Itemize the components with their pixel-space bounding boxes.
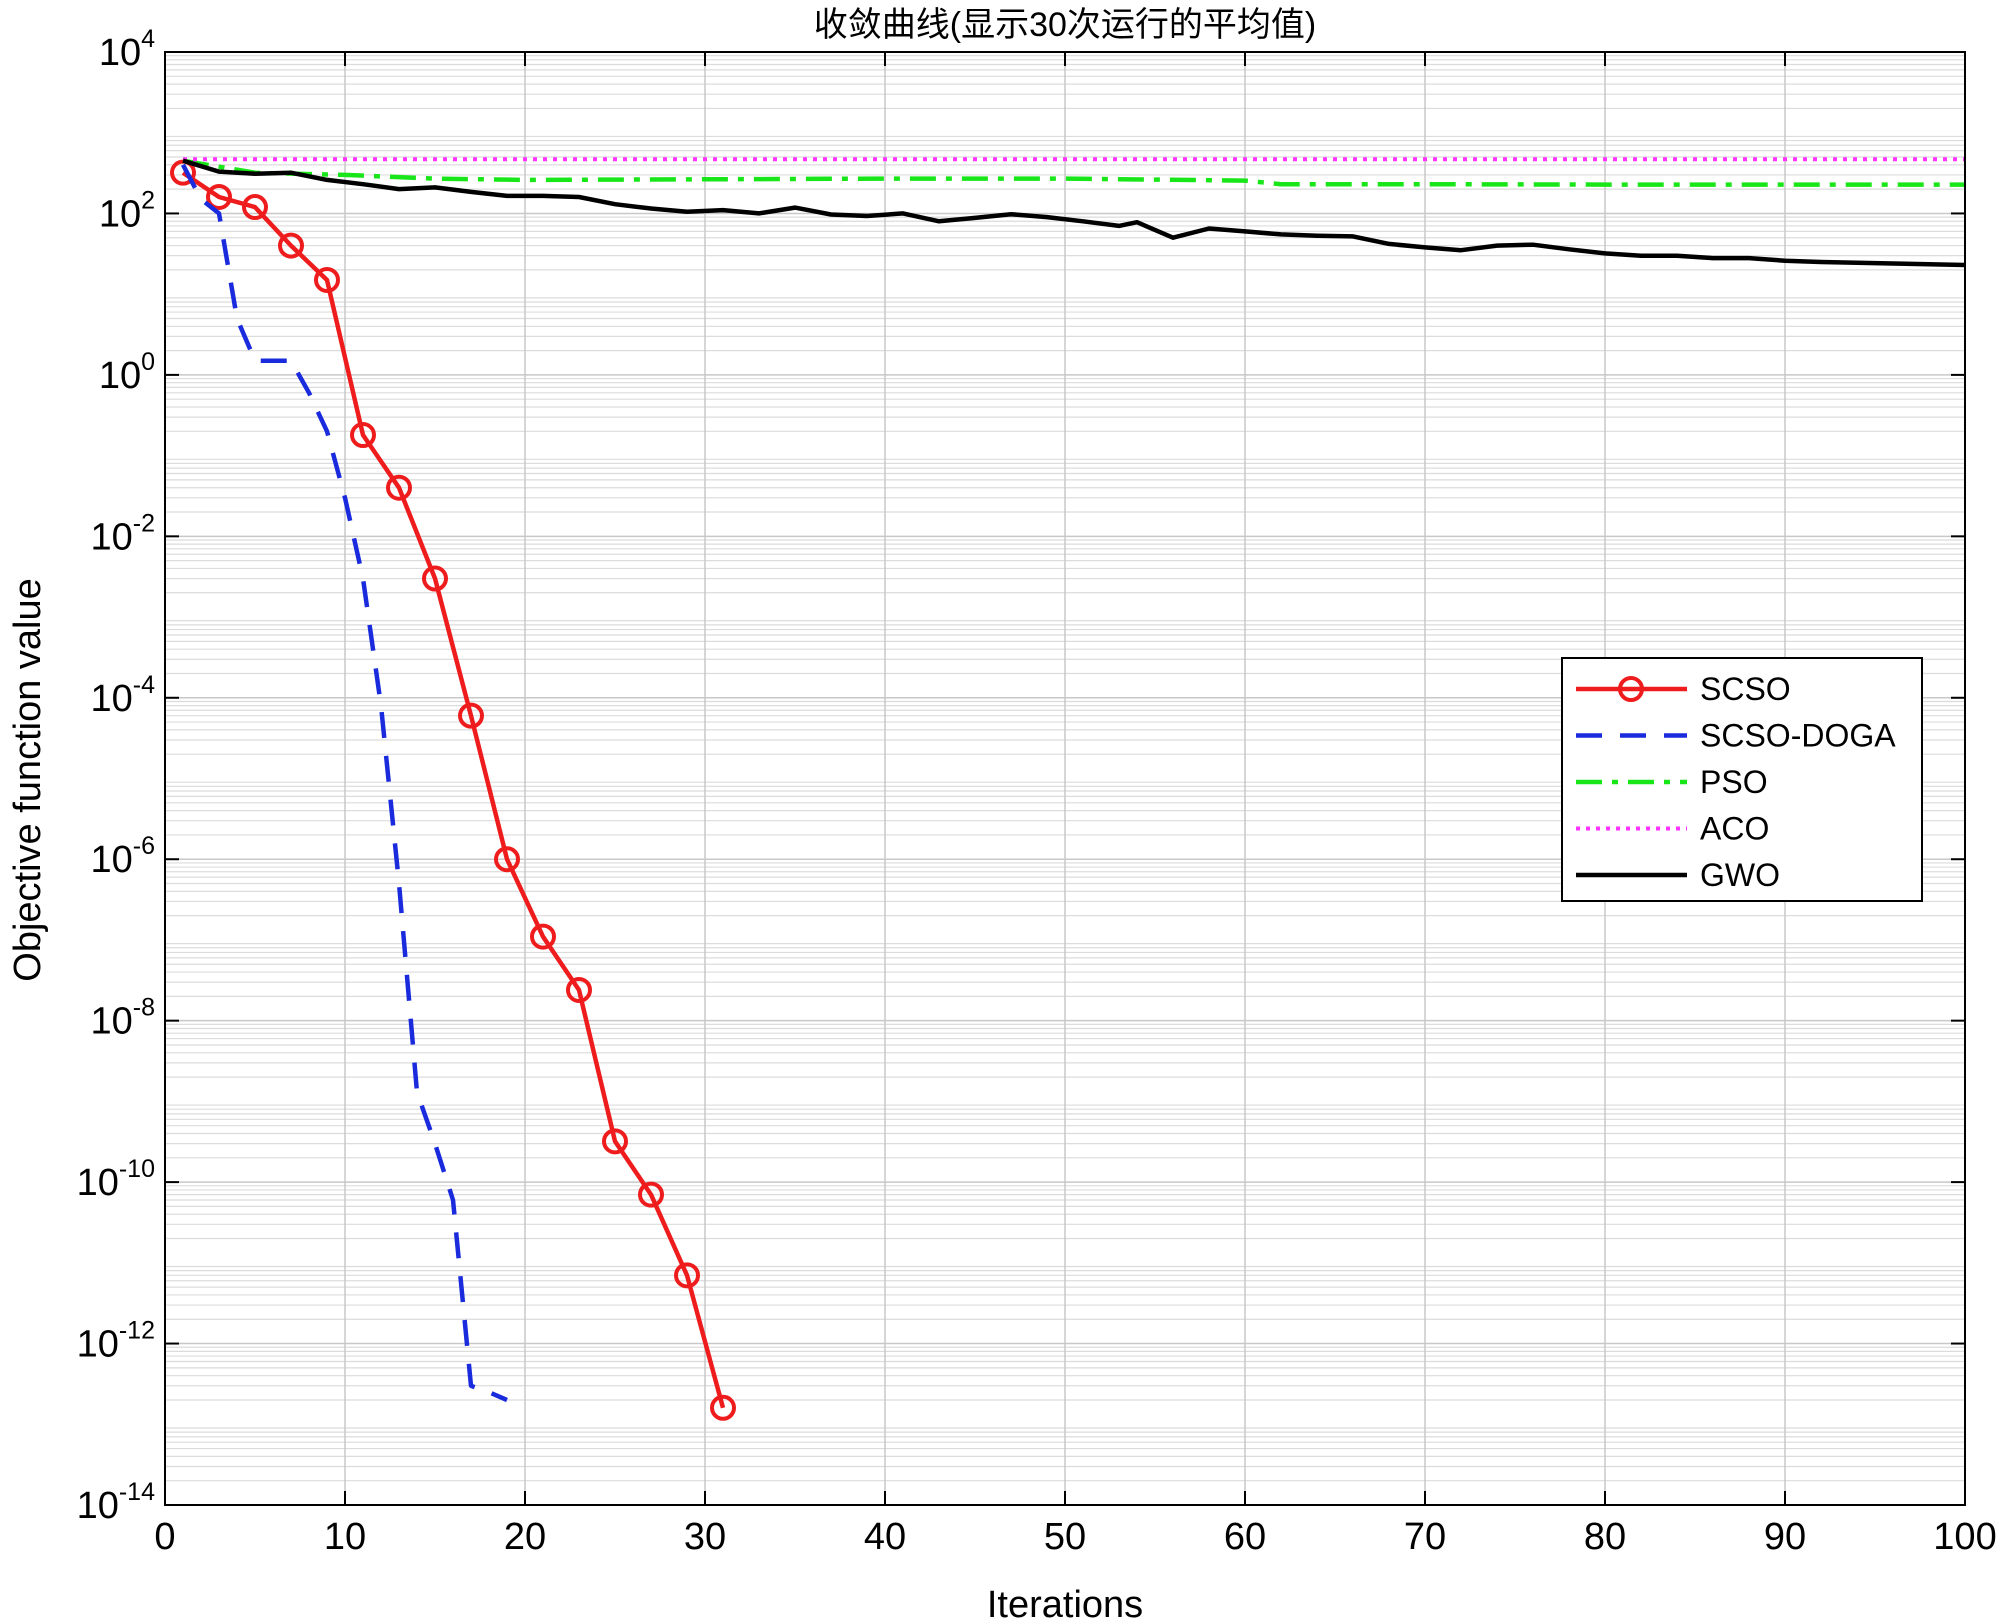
data-point-scso: [494, 846, 520, 873]
chart-title: 收敛曲线(显示30次运行的平均值): [814, 6, 1316, 44]
series-line-scso: [181, 170, 726, 1409]
x-tick-label: 20: [504, 1516, 546, 1558]
legend-marker-scso: [1618, 676, 1644, 702]
y-tick-label: 100: [99, 348, 155, 397]
y-tick-label: 10-14: [77, 1478, 156, 1527]
legend-box: [1561, 657, 1923, 902]
legend-label-aco: ACO: [1700, 811, 1769, 847]
x-tick-label: 70: [1404, 1516, 1446, 1558]
x-tick-label: 0: [154, 1516, 175, 1558]
data-point-scso: [638, 1181, 664, 1208]
data-point-scso: [314, 266, 340, 293]
data-point-scso: [206, 183, 232, 210]
series-line-gwo: [182, 158, 1966, 268]
y-tick-label: 104: [99, 25, 155, 74]
x-tick-label: 80: [1584, 1516, 1626, 1558]
y-tick-label: 10-6: [90, 832, 155, 881]
x-tick-label: 50: [1044, 1516, 1086, 1558]
y-tick-label: 10-4: [90, 671, 155, 720]
data-point-scso: [278, 232, 304, 259]
y-tick-label: 10-2: [90, 509, 155, 558]
y-tick-label: 102: [99, 186, 155, 235]
x-tick-label: 60: [1224, 1516, 1266, 1558]
legend-label-pso: PSO: [1700, 764, 1768, 800]
y-tick-label: 10-8: [90, 994, 155, 1043]
data-point-scso: [350, 422, 376, 449]
data-point-scso: [710, 1394, 736, 1421]
data-point-scso: [242, 194, 268, 221]
y-axis-title: Objective function value: [7, 578, 49, 981]
data-point-scso: [602, 1128, 628, 1155]
x-tick-label: 30: [684, 1516, 726, 1558]
data-point-scso: [674, 1262, 700, 1289]
x-tick-label: 100: [1933, 1516, 1996, 1558]
data-point-scso: [566, 976, 592, 1003]
x-tick-label: 90: [1764, 1516, 1806, 1558]
legend-label-scso: SCSO: [1700, 671, 1791, 707]
data-point-scso: [422, 565, 448, 592]
series-line-scso-doga: [181, 163, 508, 1403]
legend-label-gwo: GWO: [1700, 857, 1780, 893]
data-point-scso: [458, 702, 484, 729]
legend: SCSO SCSO-DOGA PSO ACO GWO: [1561, 657, 1923, 902]
x-tick-label: 10: [324, 1516, 366, 1558]
data-point-scso: [386, 474, 412, 501]
x-tick-label: 40: [864, 1516, 906, 1558]
x-axis-title: Iterations: [987, 1584, 1143, 1623]
series-line-pso: [182, 158, 1965, 187]
plot-area: 0 10 20 30 40 50 60 70 80 90 100 104 102 100 10-2 10-4 1…: [77, 25, 1997, 1558]
legend-label-scso-doga: SCSO-DOGA: [1700, 718, 1896, 754]
y-tick-label: 10-12: [77, 1317, 155, 1366]
y-tick-label: 10-10: [77, 1155, 155, 1204]
data-point-scso: [530, 923, 556, 950]
